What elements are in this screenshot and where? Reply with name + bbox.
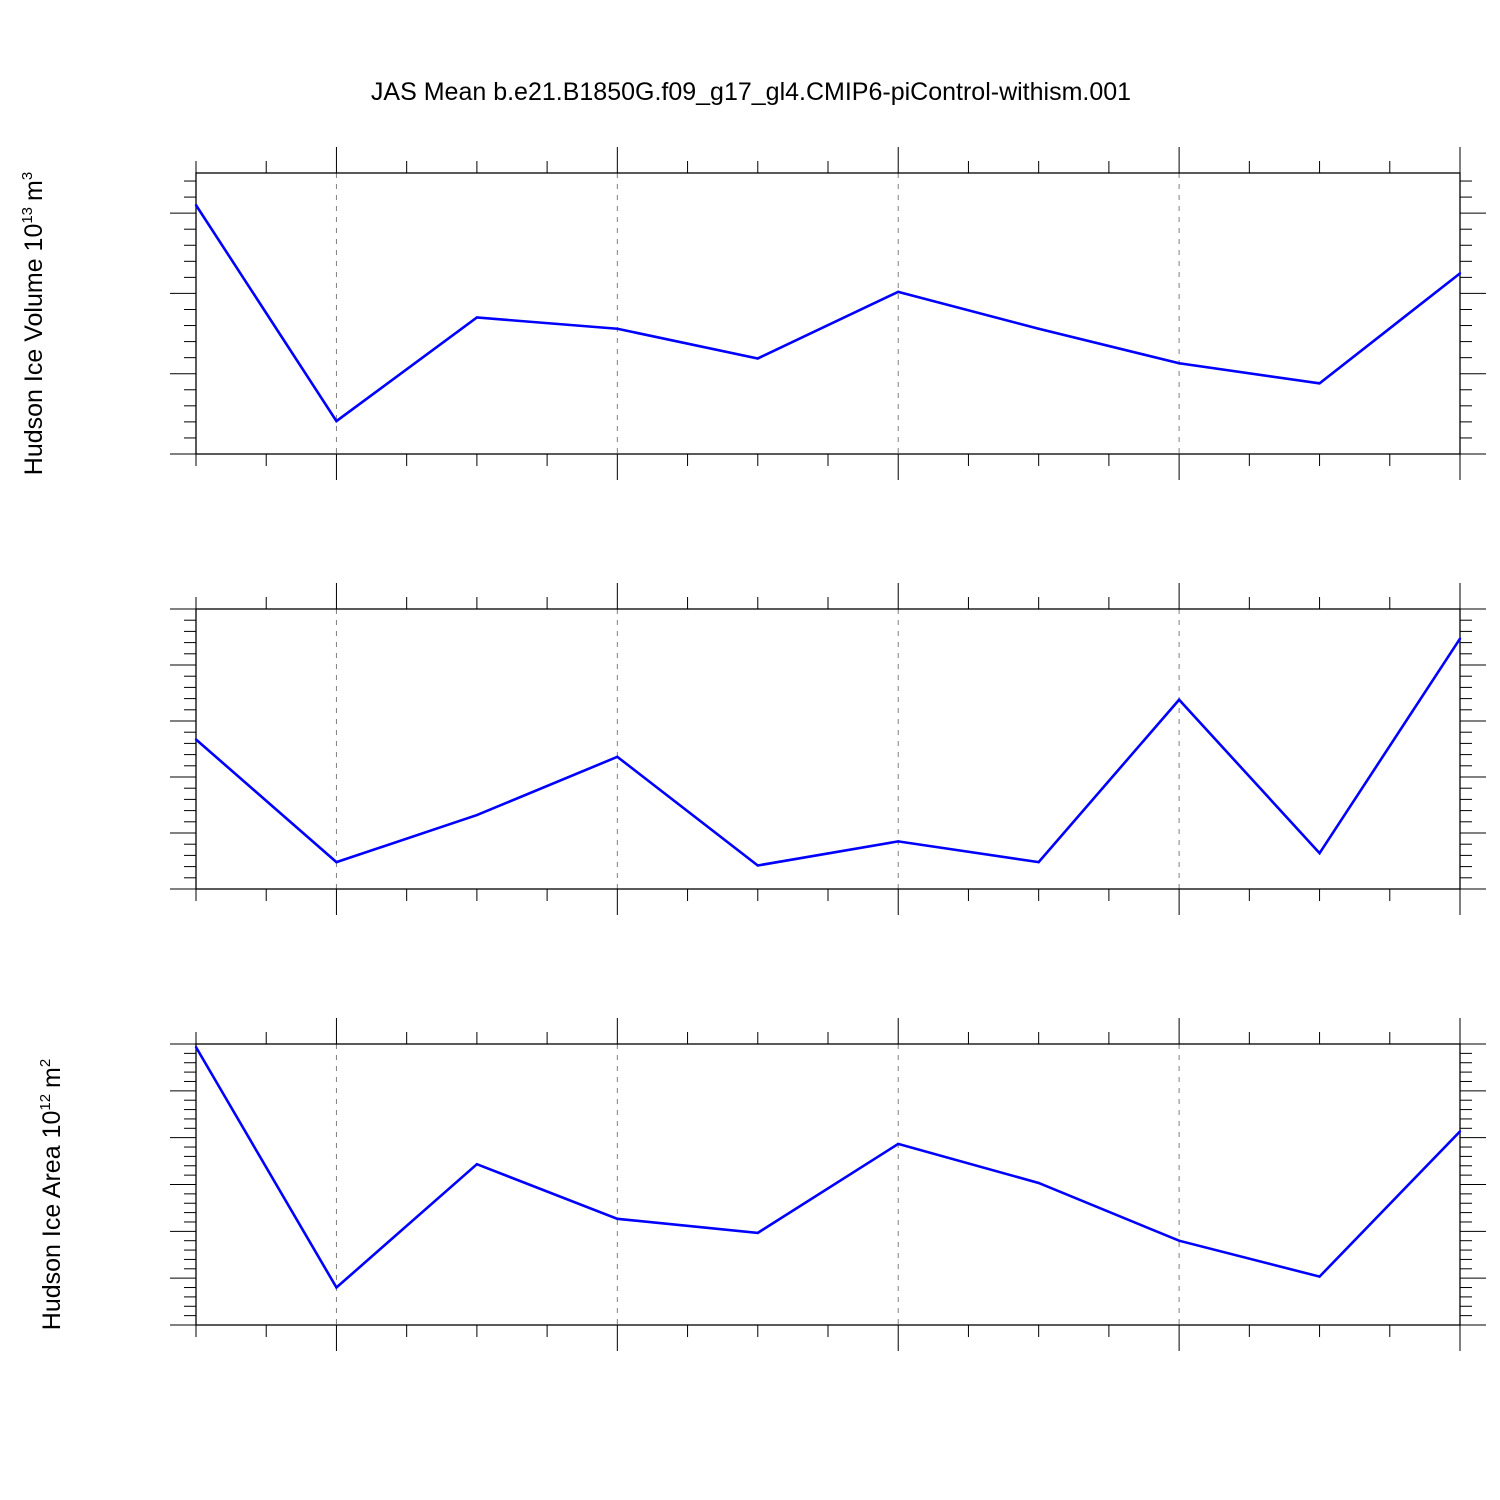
data-point (335, 419, 338, 423)
data-point (1037, 327, 1040, 330)
y-axis-label-unit-exponent: 2 (37, 1059, 54, 1067)
data-point (1177, 362, 1181, 365)
y-axis-label: Hudson Ice Area 1012 m2 (37, 1059, 66, 1330)
plot-frame (195, 172, 1461, 455)
panel-1: Hudson Ice Volume 1013 m3 (19, 147, 1486, 480)
data-point (756, 864, 759, 867)
data-point (194, 738, 198, 741)
data-point (756, 1231, 759, 1235)
panel-3: Hudson Ice Area 1012 m2 (37, 1018, 1486, 1351)
data-point (1458, 272, 1462, 275)
data-point (897, 840, 900, 843)
data-point (616, 327, 619, 330)
y-axis-label-unit: m (38, 1067, 66, 1088)
series-line (195, 637, 1462, 867)
data-point (1177, 1239, 1181, 1242)
data-point (1037, 860, 1040, 864)
y-axis-label-text: Hudson Ice Area 10 (38, 1111, 66, 1331)
series-line (194, 204, 1461, 423)
y-axis-label-text: Hudson Ice Volume 10 (20, 224, 48, 476)
data-point (335, 1286, 338, 1289)
data-point (1318, 1275, 1321, 1278)
data-point (475, 813, 479, 817)
series-line (194, 1046, 1461, 1290)
y-axis-label-unit: m (20, 180, 48, 201)
panel-2 (170, 583, 1486, 915)
data-point (194, 203, 198, 207)
data-point (475, 1163, 479, 1166)
y-axis-label-exponent: 12 (37, 1094, 54, 1111)
data-point (335, 860, 338, 864)
figure-title: JAS Mean b.e21.B1850G.f09_g17_gl4.CMIP6-… (371, 78, 1131, 106)
data-point (475, 316, 479, 319)
data-point (1318, 851, 1321, 855)
data-point (616, 1217, 619, 1221)
y-axis-label-unit-exponent: 3 (19, 172, 36, 180)
data-point (756, 357, 759, 360)
data-point (1318, 382, 1321, 385)
data-point (1177, 698, 1181, 701)
y-axis-label-exponent: 13 (19, 207, 36, 224)
data-point (1037, 1181, 1040, 1185)
data-point (897, 290, 900, 294)
data-point (1458, 1130, 1462, 1133)
data-point (194, 1045, 198, 1049)
data-point (616, 755, 619, 759)
data-point (1458, 637, 1462, 640)
y-axis-label: Hudson Ice Volume 1013 m3 (19, 172, 48, 475)
data-point (897, 1142, 900, 1146)
plot-frame (195, 1043, 1461, 1326)
